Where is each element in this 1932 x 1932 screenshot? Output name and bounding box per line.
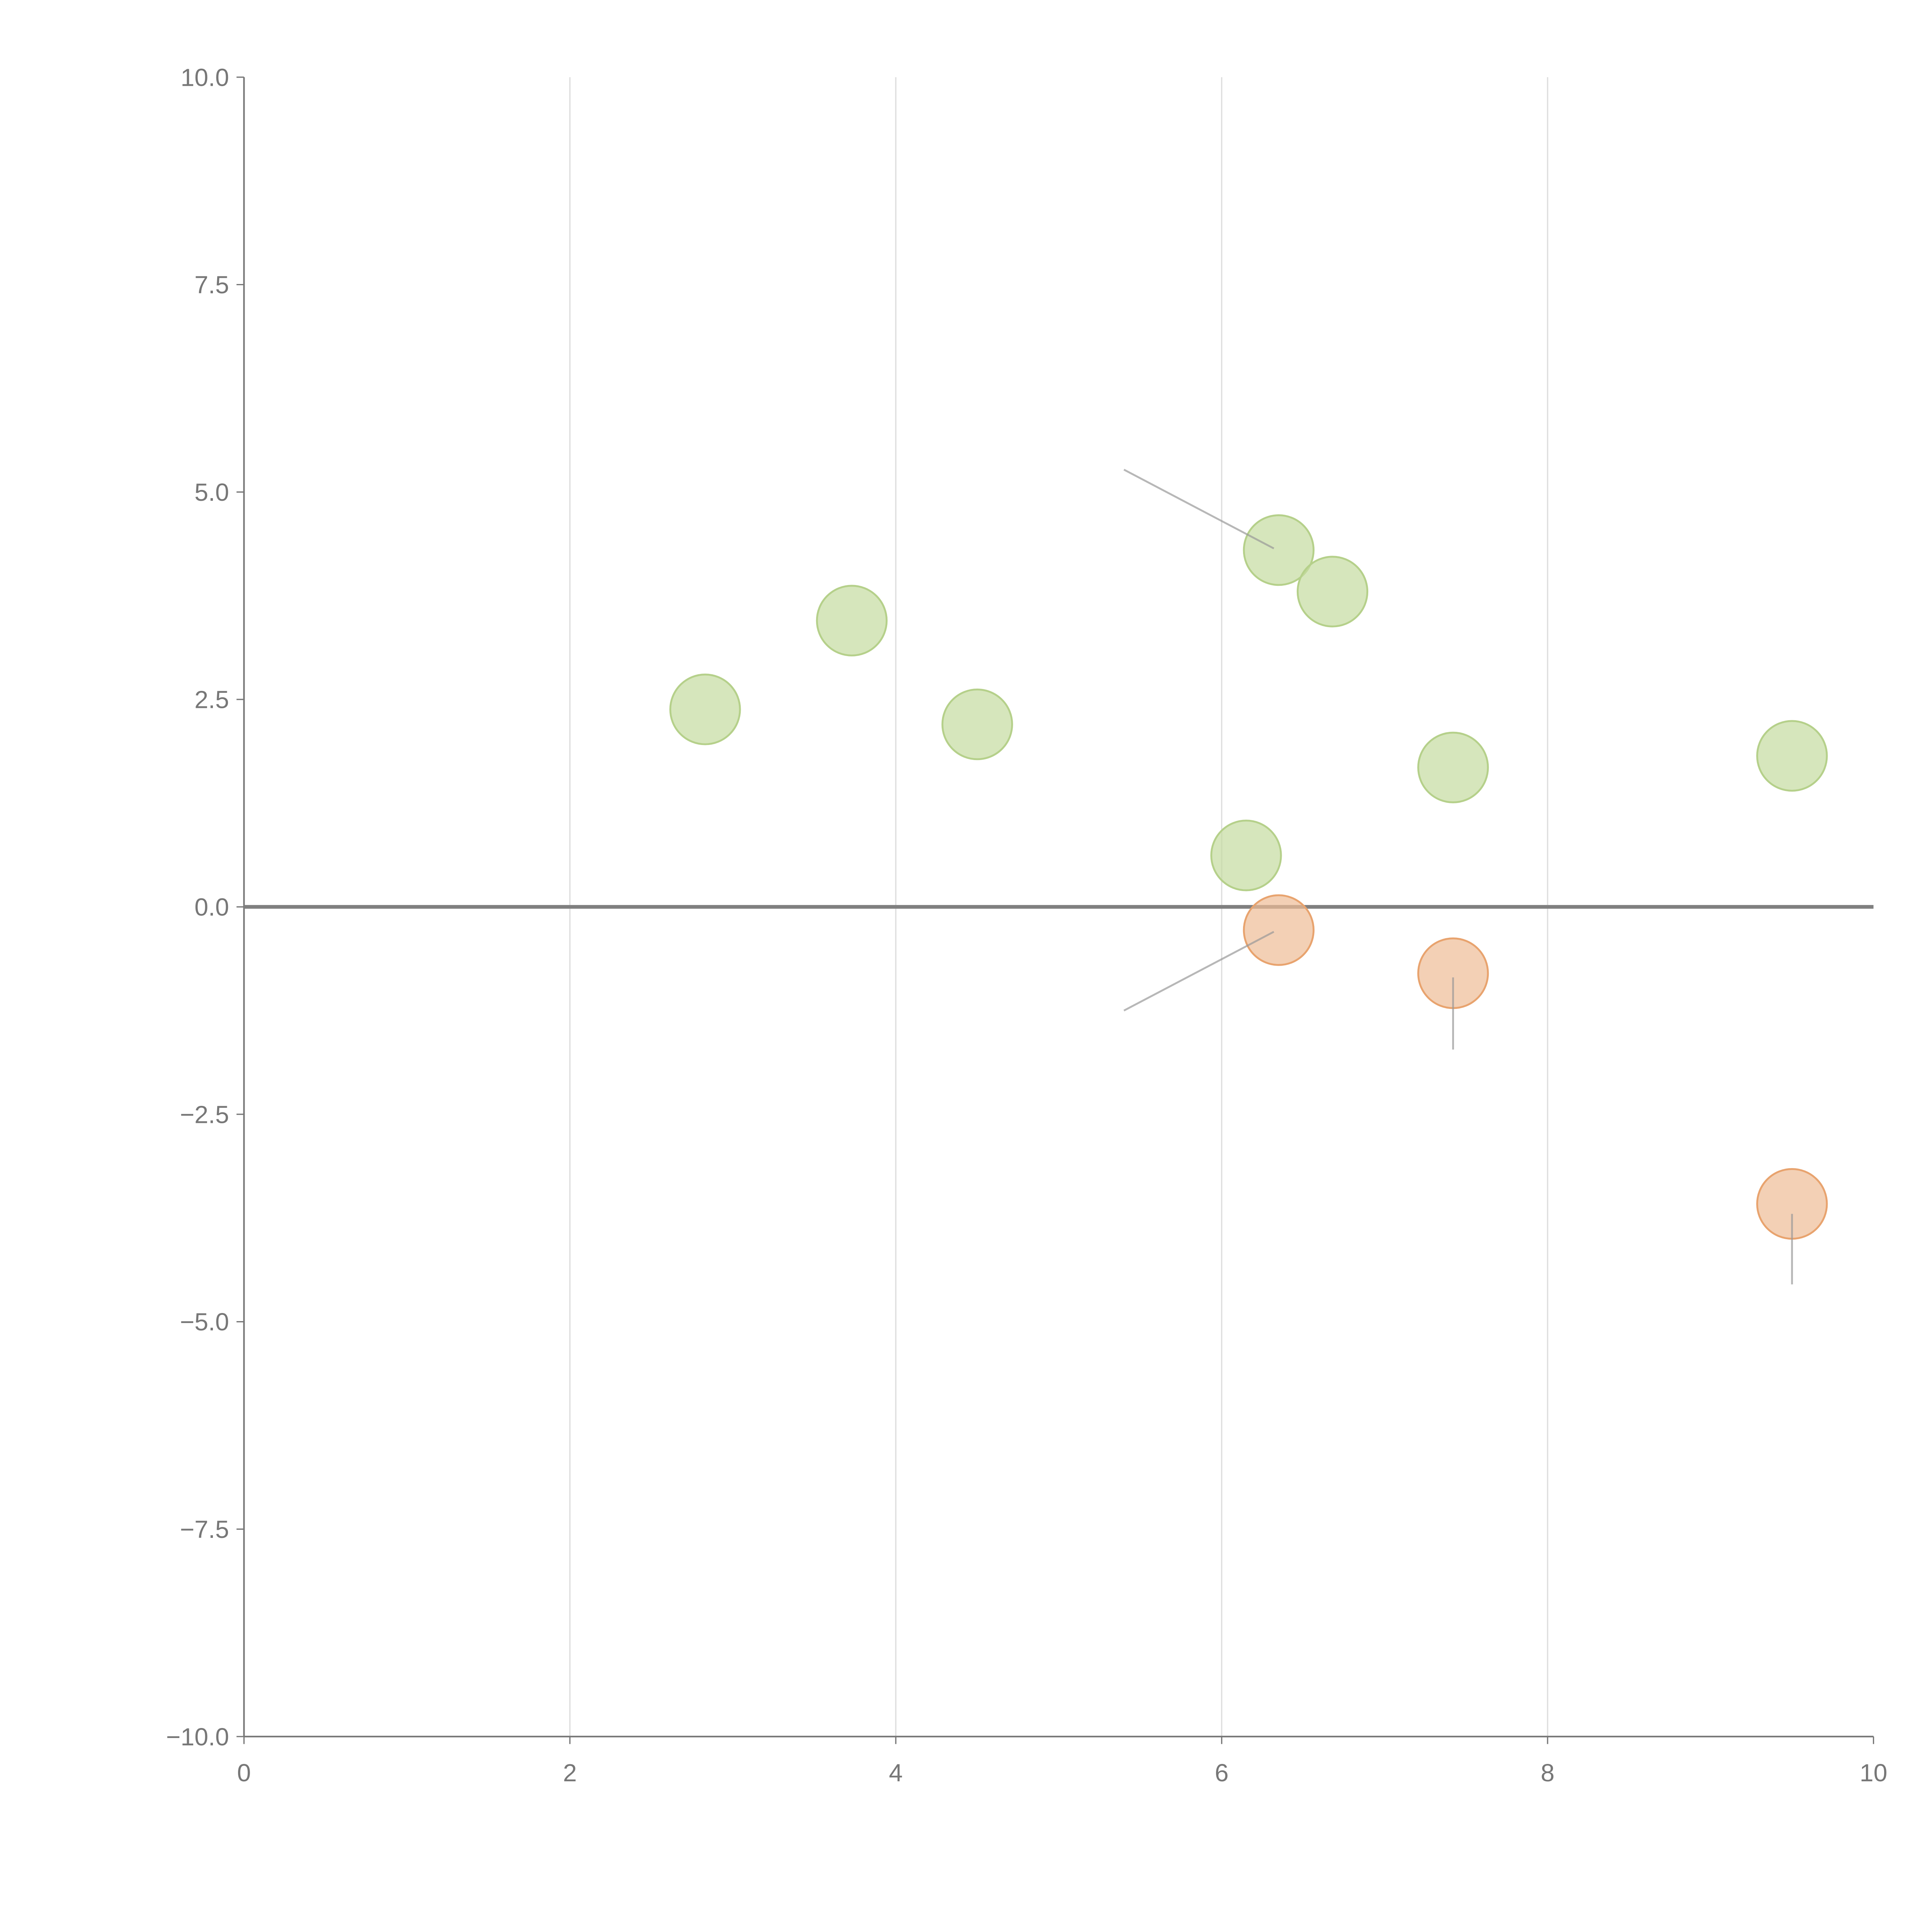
data-point-positive bbox=[1756, 720, 1828, 792]
y-tick-label: −7.5 bbox=[180, 1515, 229, 1543]
data-point-positive bbox=[669, 673, 741, 745]
data-point-positive bbox=[1296, 556, 1369, 628]
leader-line bbox=[1123, 469, 1274, 549]
y-tick-label: 7.5 bbox=[194, 271, 229, 299]
y-tick-label: 2.5 bbox=[194, 686, 229, 714]
y-tick-label: −10.0 bbox=[166, 1723, 229, 1751]
y-tick-label: 10.0 bbox=[180, 63, 229, 91]
y-tick-label: 0.0 bbox=[194, 893, 229, 921]
y-tick-label: 5.0 bbox=[194, 478, 229, 506]
x-tick-label: 4 bbox=[889, 1759, 903, 1787]
leader-line bbox=[1123, 931, 1274, 1012]
y-tick-label: −2.5 bbox=[180, 1100, 229, 1128]
data-point-positive bbox=[941, 688, 1013, 760]
data-point-positive bbox=[1243, 514, 1315, 586]
data-point-positive bbox=[1417, 731, 1489, 803]
x-tick-label: 8 bbox=[1541, 1759, 1554, 1787]
x-tick-label: 0 bbox=[237, 1759, 251, 1787]
data-point-negative bbox=[1243, 894, 1315, 966]
y-tick-label: −5.0 bbox=[180, 1308, 229, 1336]
data-point-positive bbox=[816, 585, 888, 656]
data-point-positive bbox=[1210, 820, 1282, 891]
x-tick-label: 6 bbox=[1215, 1759, 1229, 1787]
x-tick-label: 10 bbox=[1860, 1759, 1888, 1787]
x-tick-label: 2 bbox=[563, 1759, 577, 1787]
